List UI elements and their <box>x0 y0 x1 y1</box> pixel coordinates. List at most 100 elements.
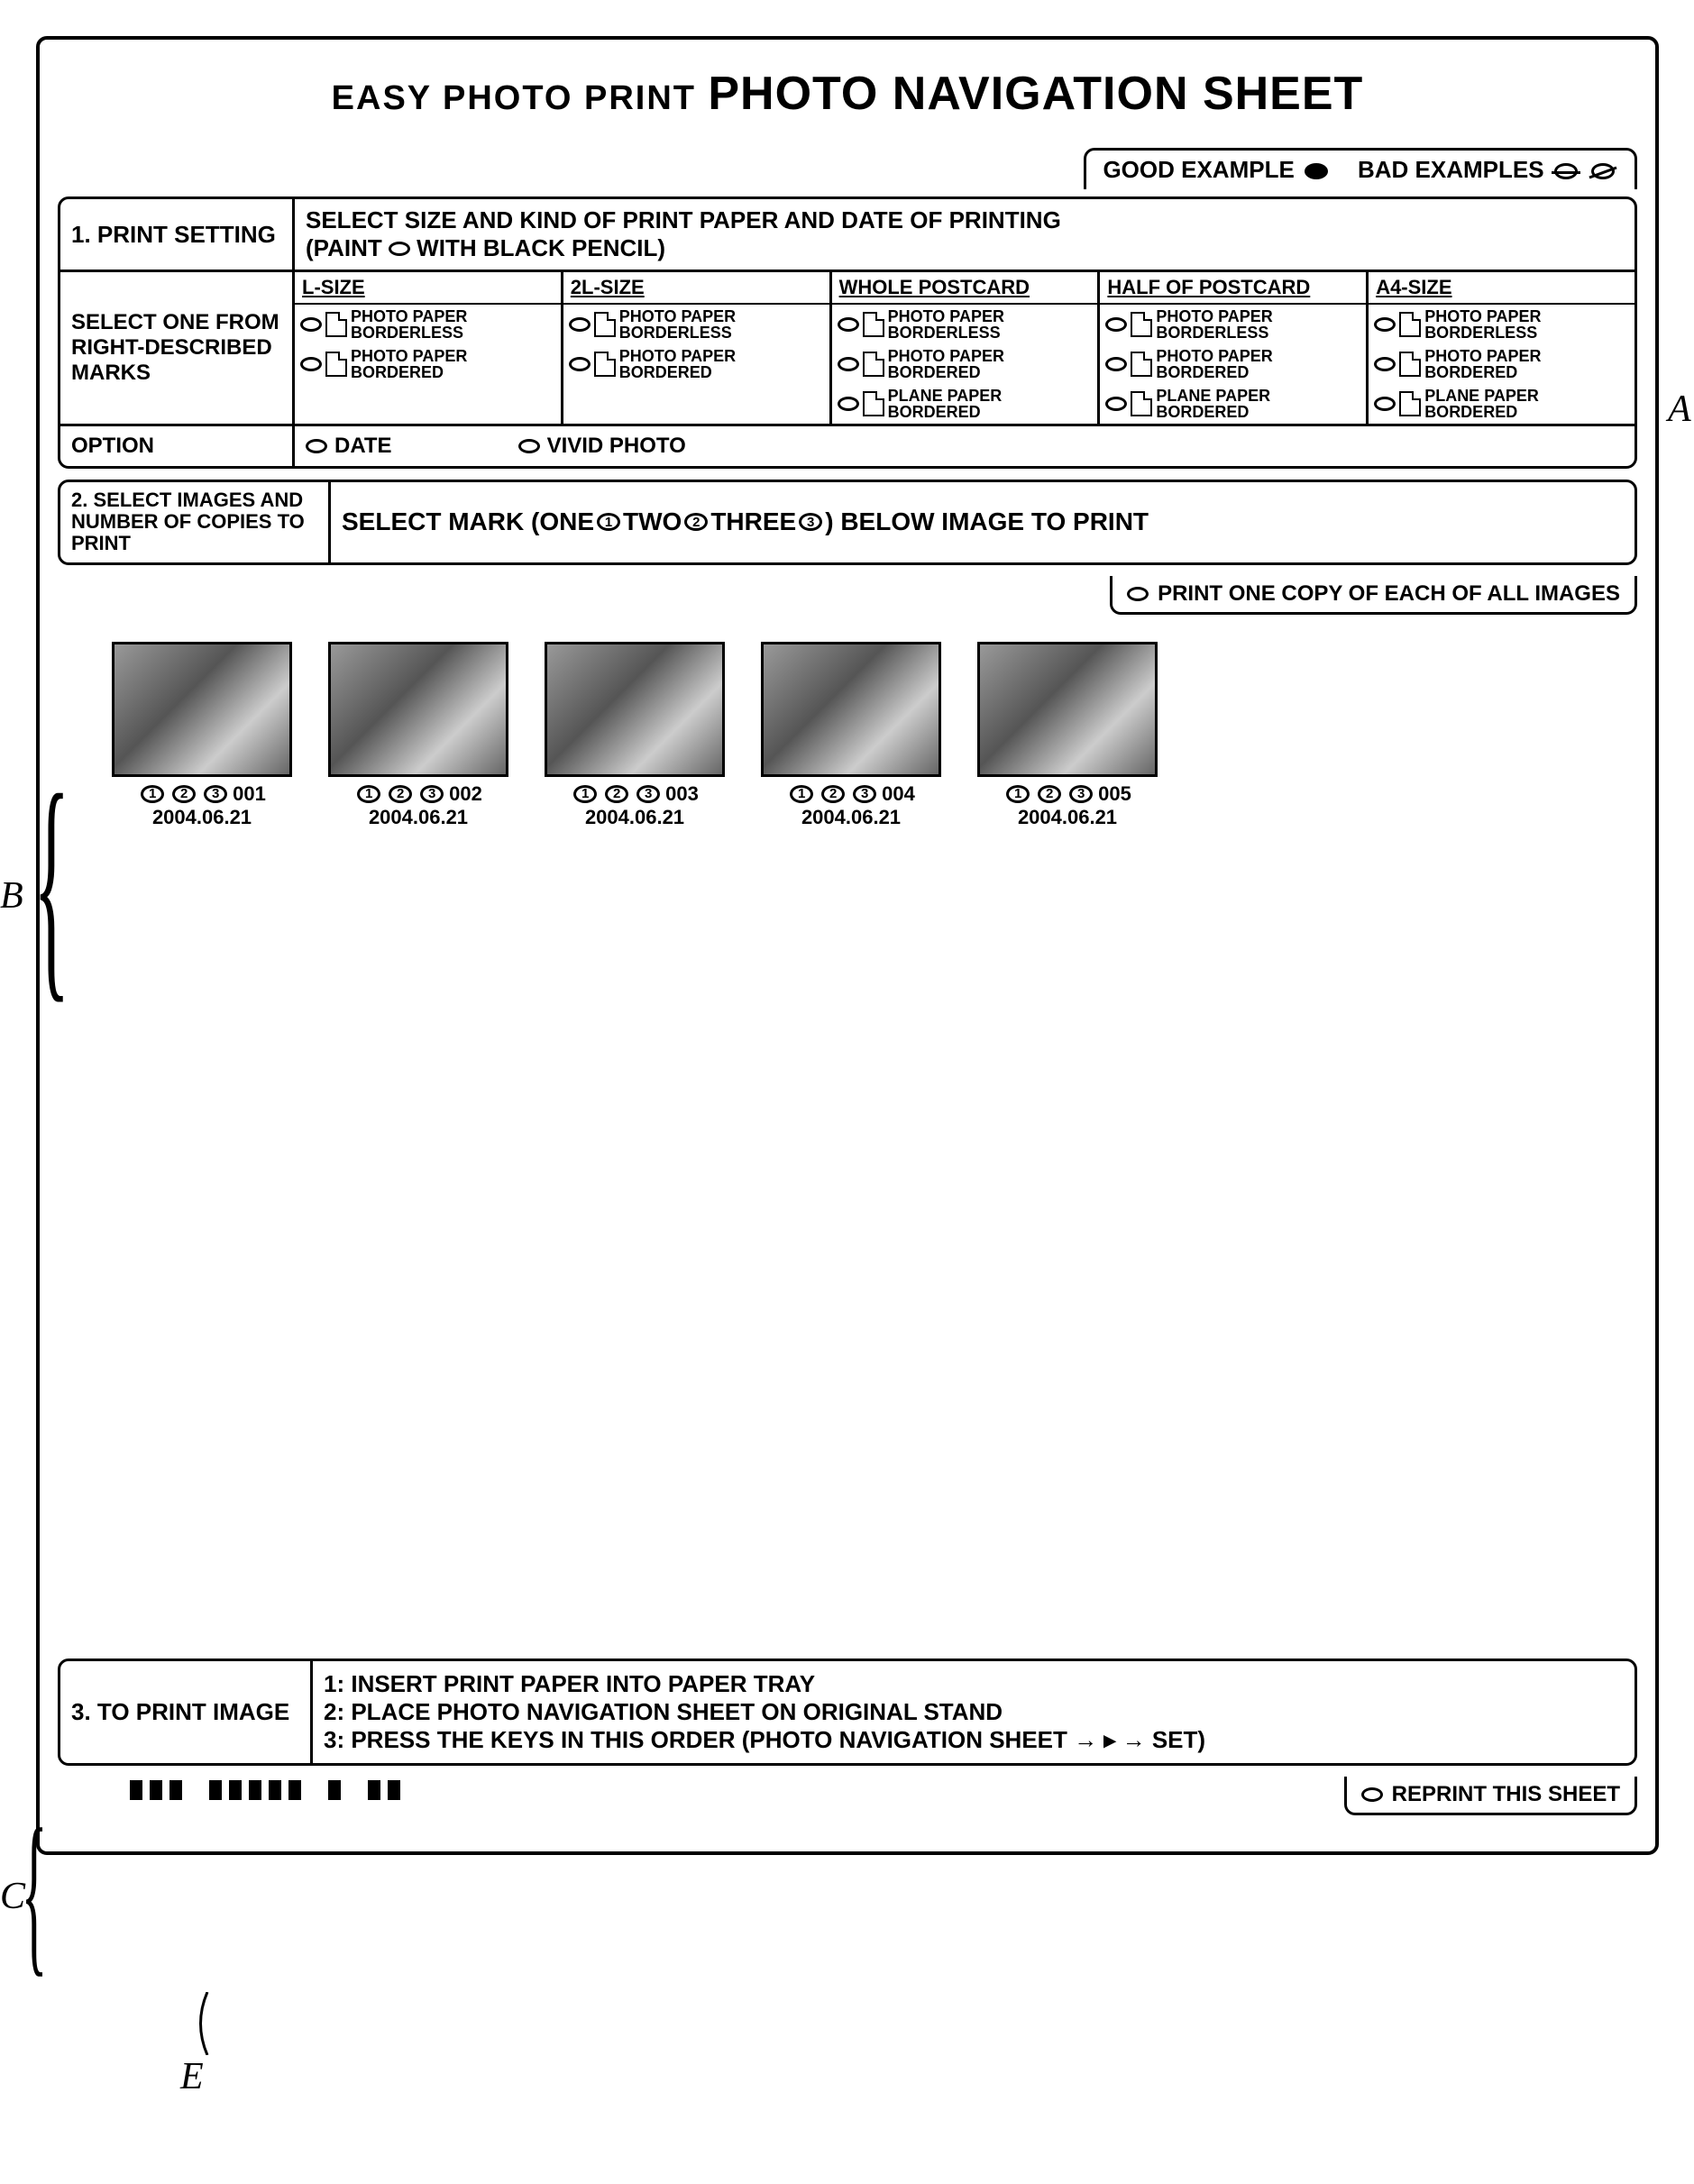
section-2-label: SELECT IMAGES AND NUMBER OF COPIES TO PR… <box>71 489 305 554</box>
section-1-num: 1. <box>71 221 91 249</box>
title-small: EASY PHOTO PRINT <box>332 79 696 117</box>
three-mark-icon[interactable]: 3 <box>420 785 444 803</box>
paper-icon <box>1399 312 1421 337</box>
thumb-copy-marks[interactable]: 123 005 <box>977 782 1158 806</box>
thumbnail: 123 0022004.06.21 <box>328 642 508 829</box>
section-3-steps: 1: INSERT PRINT PAPER INTO PAPER TRAY 2:… <box>313 1661 1634 1763</box>
paper-icon <box>863 312 884 337</box>
paper-icon <box>594 312 616 337</box>
three-mark-icon[interactable]: 3 <box>204 785 227 803</box>
thumb-image <box>112 642 292 777</box>
paper-option[interactable]: PLANE PAPERBORDERED <box>832 384 1098 424</box>
paper-option[interactable]: PLANE PAPERBORDERED <box>1100 384 1366 424</box>
oval-icon <box>1105 317 1127 332</box>
one-mark-icon[interactable]: 1 <box>1006 785 1030 803</box>
brace-b-icon: { <box>33 757 69 1010</box>
annotation-e-line-icon <box>189 1992 225 2055</box>
legend: GOOD EXAMPLE BAD EXAMPLES <box>58 148 1637 189</box>
two-mark-icon[interactable]: 2 <box>389 785 412 803</box>
section-1-instruction: SELECT SIZE AND KIND OF PRINT PAPER AND … <box>295 199 1634 270</box>
thumb-date: 2004.06.21 <box>977 806 1158 829</box>
option-label: OPTION <box>60 426 295 466</box>
title-large: PHOTO NAVIGATION SHEET <box>708 68 1363 120</box>
thumb-image <box>977 642 1158 777</box>
title-block: EASY PHOTO PRINT PHOTO NAVIGATION SHEET <box>58 67 1637 121</box>
paper-option[interactable]: PHOTO PAPERBORDERED <box>563 344 829 384</box>
paper-option[interactable]: PHOTO PAPERBORDERED <box>832 344 1098 384</box>
thumb-date: 2004.06.21 <box>112 806 292 829</box>
two-mark-icon[interactable]: 2 <box>821 785 845 803</box>
two-mark-icon[interactable]: 2 <box>172 785 196 803</box>
oval-icon <box>838 317 859 332</box>
oval-icon <box>569 357 591 371</box>
paper-icon <box>594 352 616 377</box>
thumbnail-row: 123 0012004.06.21123 0022004.06.21123 00… <box>58 615 1637 847</box>
annotation-e: E <box>180 2055 204 2098</box>
bad-example-icon <box>1591 163 1615 179</box>
size-head: A4-SIZE <box>1369 272 1634 305</box>
three-mark-icon: 3 <box>799 513 822 531</box>
paper-option[interactable]: PHOTO PAPERBORDERLESS <box>295 305 561 344</box>
size-column: L-SIZEPHOTO PAPERBORDERLESS PHOTO PAPERBO… <box>295 272 563 424</box>
legend-bad-label: BAD EXAMPLES <box>1358 156 1544 183</box>
paper-option-label: PHOTO PAPERBORDERLESS <box>888 308 1004 341</box>
oval-icon <box>1105 357 1127 371</box>
barcode-marks <box>130 1780 400 1800</box>
paper-icon <box>1131 312 1152 337</box>
oval-icon <box>1374 397 1396 411</box>
reprint-option[interactable]: REPRINT THIS SHEET <box>1344 1777 1637 1815</box>
three-mark-icon[interactable]: 3 <box>636 785 660 803</box>
paper-option-label: PHOTO PAPERBORDERED <box>619 348 736 380</box>
thumb-copy-marks[interactable]: 123 001 <box>112 782 292 806</box>
paper-option[interactable]: PLANE PAPERBORDERED <box>1369 384 1634 424</box>
oval-icon <box>1127 587 1149 601</box>
paper-option[interactable]: PHOTO PAPERBORDERLESS <box>832 305 1098 344</box>
paper-icon <box>325 312 347 337</box>
paper-option[interactable]: PHOTO PAPERBORDERED <box>295 344 561 384</box>
size-head: HALF OF POSTCARD <box>1100 272 1366 305</box>
size-head: 2L-SIZE <box>563 272 829 305</box>
one-mark-icon[interactable]: 1 <box>357 785 380 803</box>
one-mark-icon[interactable]: 1 <box>790 785 813 803</box>
paper-option[interactable]: PHOTO PAPERBORDERLESS <box>563 305 829 344</box>
paper-option[interactable]: PHOTO PAPERBORDERED <box>1369 344 1634 384</box>
oval-icon <box>389 242 410 256</box>
paper-option[interactable]: PHOTO PAPERBORDERLESS <box>1369 305 1634 344</box>
thumb-id: 002 <box>449 782 482 806</box>
oval-icon <box>838 357 859 371</box>
annotation-b: B <box>0 874 23 918</box>
three-mark-icon[interactable]: 3 <box>1069 785 1093 803</box>
thumbnail: 123 0052004.06.21 <box>977 642 1158 829</box>
print-option[interactable]: VIVID PHOTO <box>518 434 686 459</box>
section-3: 3. TO PRINT IMAGE 1: INSERT PRINT PAPER … <box>58 1659 1637 1766</box>
print-option[interactable]: DATE <box>306 434 392 459</box>
print-all-option[interactable]: PRINT ONE COPY OF EACH OF ALL IMAGES <box>1110 576 1637 615</box>
thumb-copy-marks[interactable]: 123 004 <box>761 782 941 806</box>
paper-option[interactable]: PHOTO PAPERBORDERLESS <box>1100 305 1366 344</box>
select-from-label: SELECT ONE FROM RIGHT-DESCRIBED MARKS <box>60 272 295 424</box>
thumb-copy-marks[interactable]: 123 002 <box>328 782 508 806</box>
thumb-date: 2004.06.21 <box>761 806 941 829</box>
size-column: 2L-SIZEPHOTO PAPERBORDERLESS PHOTO PAPERB… <box>563 272 832 424</box>
brace-c-icon: { <box>22 1803 48 1983</box>
thumb-image <box>328 642 508 777</box>
paper-option[interactable]: PHOTO PAPERBORDERED <box>1100 344 1366 384</box>
two-mark-icon[interactable]: 2 <box>605 785 628 803</box>
oval-icon <box>569 317 591 332</box>
section-2-instruction: SELECT MARK (ONE 1 TWO 2 THREE 3 ) BELOW… <box>331 482 1634 562</box>
one-mark-icon[interactable]: 1 <box>573 785 597 803</box>
thumb-date: 2004.06.21 <box>545 806 725 829</box>
paper-option-label: PLANE PAPERBORDERED <box>888 388 1003 420</box>
paper-icon <box>1131 352 1152 377</box>
thumb-copy-marks[interactable]: 123 003 <box>545 782 725 806</box>
size-head: L-SIZE <box>295 272 561 305</box>
three-mark-icon[interactable]: 3 <box>853 785 876 803</box>
bad-example-icon <box>1554 163 1578 179</box>
two-mark-icon[interactable]: 2 <box>1038 785 1061 803</box>
paper-option-label: PHOTO PAPERBORDERED <box>351 348 467 380</box>
one-mark-icon[interactable]: 1 <box>141 785 164 803</box>
section-2-num: 2. <box>71 489 87 511</box>
paper-option-label: PHOTO PAPERBORDERLESS <box>619 308 736 341</box>
paper-option-label: PHOTO PAPERBORDERED <box>888 348 1004 380</box>
paper-option-label: PLANE PAPERBORDERED <box>1424 388 1539 420</box>
